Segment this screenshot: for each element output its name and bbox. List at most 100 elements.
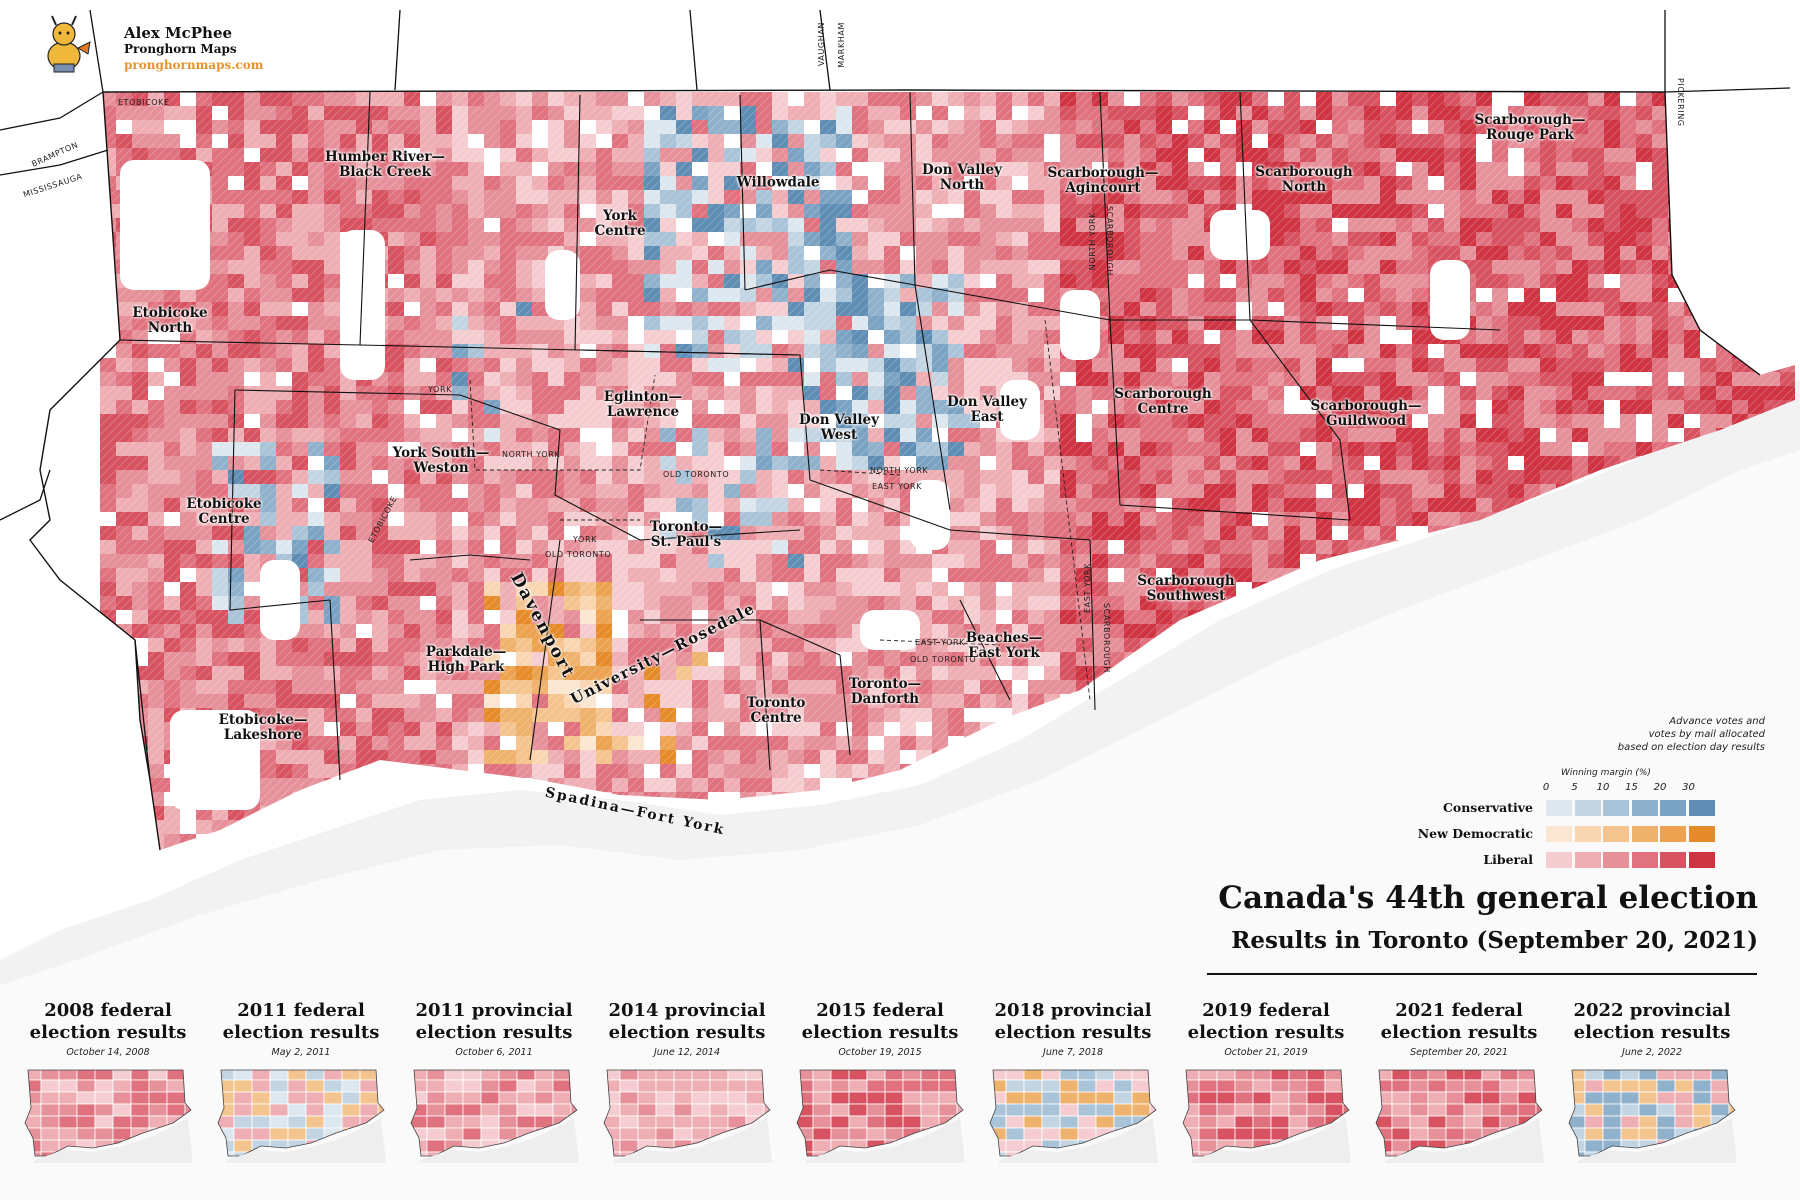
poll-division	[1684, 134, 1716, 162]
poll-division	[1796, 190, 1800, 204]
poll-division	[1780, 344, 1795, 358]
poll-division	[1748, 316, 1764, 330]
poll-division	[1700, 288, 1716, 316]
poll-division	[260, 820, 276, 834]
poll-division	[1700, 148, 1716, 162]
poll-division	[1796, 204, 1800, 218]
poll-division	[964, 736, 980, 750]
poll-division	[1668, 134, 1700, 148]
poll-division	[1780, 176, 1795, 190]
poll-division	[292, 806, 308, 834]
poll-division	[1716, 218, 1748, 232]
poll-division	[1732, 106, 1748, 120]
poll-division	[468, 778, 484, 792]
poll-division	[1684, 148, 1700, 162]
poll-division	[116, 820, 132, 834]
poll-division	[1716, 274, 1732, 288]
poll-division	[100, 666, 132, 694]
poll-division	[804, 792, 820, 806]
poll-division	[1780, 330, 1795, 344]
poll-division	[1732, 316, 1764, 330]
poll-division	[1748, 134, 1780, 162]
poll-division	[1748, 330, 1764, 344]
poll-division	[1796, 218, 1800, 232]
poll-division	[1716, 176, 1732, 190]
poll-division	[260, 806, 292, 820]
poll-division	[1780, 288, 1795, 316]
poll-division	[1156, 638, 1172, 652]
poll-division	[868, 778, 884, 792]
poll-division	[1780, 106, 1795, 120]
poll-division	[1796, 232, 1800, 260]
poll-division	[1684, 232, 1716, 246]
poll-division	[132, 834, 148, 848]
poll-division	[116, 750, 132, 778]
poll-division	[1732, 218, 1748, 232]
poll-division	[324, 792, 340, 806]
poll-division	[1732, 120, 1748, 134]
poll-division	[100, 708, 116, 722]
poll-division	[1780, 204, 1795, 232]
poll-division	[100, 834, 116, 848]
poll-division	[1732, 190, 1748, 204]
poll-division	[1764, 134, 1780, 148]
poll-division	[1796, 246, 1800, 260]
poll-division	[1796, 260, 1800, 274]
poll-division	[1780, 260, 1795, 274]
poll-division	[1732, 344, 1764, 358]
poll-division	[404, 778, 420, 792]
poll-division	[292, 820, 324, 834]
poll-division	[1716, 190, 1748, 218]
poll-division	[1796, 288, 1800, 316]
poll-division	[1716, 162, 1732, 176]
poll-division	[356, 792, 372, 806]
poll-division	[1748, 246, 1764, 260]
poll-division	[1700, 232, 1716, 260]
poll-division	[100, 778, 132, 792]
poll-division	[1700, 260, 1716, 274]
poll-division	[100, 792, 116, 806]
poll-division	[1748, 162, 1764, 176]
poll-division	[1700, 162, 1716, 176]
poll-division	[1716, 232, 1732, 246]
poll-division	[1700, 302, 1716, 316]
poll-division	[1684, 106, 1700, 120]
poll-division	[340, 792, 356, 820]
poll-division	[1700, 218, 1732, 232]
poll-division	[356, 778, 372, 806]
poll-division	[1732, 232, 1748, 246]
poll-division	[1796, 344, 1800, 358]
poll-division	[1796, 358, 1800, 372]
poll-division	[244, 820, 260, 834]
poll-division	[1748, 92, 1780, 106]
poll-division	[1716, 148, 1748, 176]
poll-division	[1764, 176, 1795, 190]
poll-division	[1700, 120, 1716, 134]
poll-division	[996, 722, 1028, 736]
poll-division	[1684, 190, 1700, 204]
poll-division	[1764, 302, 1795, 330]
poll-division	[1764, 260, 1795, 274]
poll-division	[292, 792, 308, 806]
poll-division	[1716, 330, 1732, 344]
poll-division	[1668, 162, 1684, 176]
poll-division	[1684, 246, 1716, 260]
poll-division	[308, 806, 324, 820]
poll-division	[1748, 232, 1780, 246]
poll-division	[948, 750, 964, 764]
poll-division	[1748, 288, 1764, 302]
poll-division	[1732, 148, 1748, 176]
poll-division	[1780, 120, 1795, 148]
poll-division	[1732, 260, 1764, 274]
poll-division	[1684, 92, 1700, 106]
poll-division	[276, 806, 292, 820]
poll-division	[1732, 204, 1748, 218]
poll-division	[1748, 344, 1764, 358]
poll-division	[1764, 148, 1780, 162]
poll-division	[260, 834, 276, 848]
poll-division	[100, 736, 116, 750]
poll-division	[1716, 134, 1748, 148]
poll-division	[116, 722, 132, 736]
poll-division	[132, 806, 148, 820]
